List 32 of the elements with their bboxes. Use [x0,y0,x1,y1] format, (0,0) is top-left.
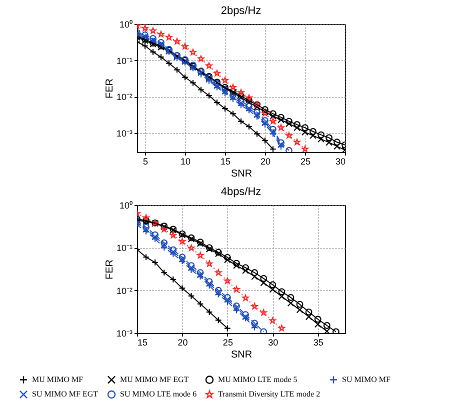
y-tick-label: 10⁻¹ [116,56,132,66]
x-tick-label: 35 [313,338,324,348]
x-axis-title: SNR [230,168,252,180]
y-tick-label: 10⁻² [116,92,132,102]
legend-label: Transmit Diversity LTE mode 2 [218,390,320,398]
y-tick-label: 10⁻¹ [116,243,132,254]
x-tick-label: 25 [300,156,311,166]
chart-title: 2bps/Hz [220,5,262,17]
x-tick-label: 30 [268,338,278,348]
y-axis-title: FER [104,78,116,98]
x-tick-label: 30 [335,156,346,166]
legend-label: SU MIMO MF EGT [32,390,98,398]
x-tick-label: 20 [260,156,271,166]
x-tick-label: 5 [142,156,148,166]
x-tick-label: 20 [178,338,188,348]
y-tick-label: 10⁻³ [116,128,132,138]
legend-label: MU MIMO MF EGT [120,374,189,384]
legend-label: SU MIMO MF [342,374,392,384]
legend-label: SU MIMO LTE mode 6 [120,390,197,398]
x-tick-label: 10 [180,156,191,166]
x-tick-label: 25 [222,338,233,348]
x-tick-label: 15 [220,156,231,166]
legend-label: MU MIMO LTE mode 5 [218,374,298,384]
x-axis-title: SNR [230,350,252,360]
legend-label: MU MIMO MF [32,374,84,384]
y-tick-label: 10⁰ [119,200,132,210]
chart-title: 4bps/Hz [220,186,262,198]
y-axis-title: FER [104,260,116,280]
y-tick-label: 10⁻² [116,286,132,296]
x-tick-label: 15 [138,338,148,348]
y-tick-label: 10⁰ [119,20,132,30]
y-tick-label: 10⁻³ [116,328,132,338]
